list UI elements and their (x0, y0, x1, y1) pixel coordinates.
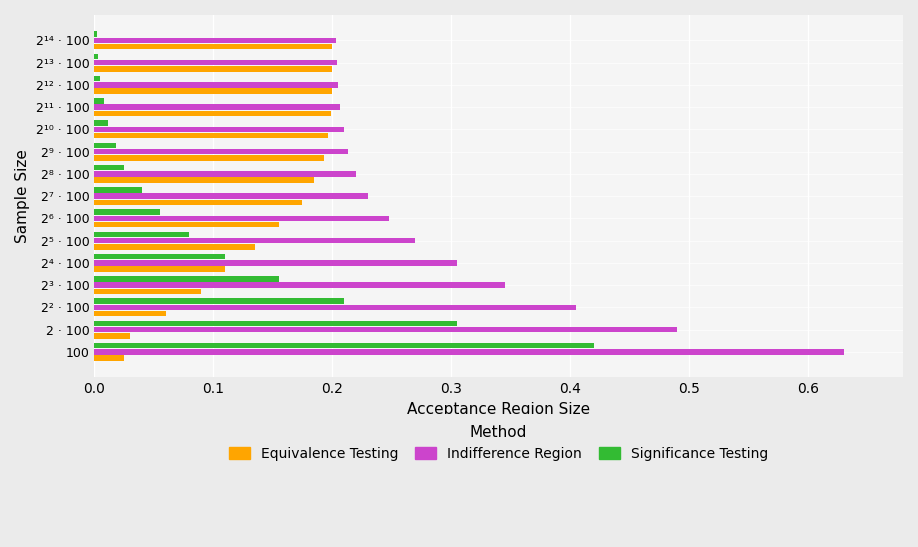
Bar (95, 165, 124, 171)
Bar (95, 66, 332, 72)
Bar (95, 254, 225, 259)
Bar (95, 110, 330, 116)
Bar (95, 120, 108, 126)
Bar (95, 327, 677, 333)
Bar (95, 222, 278, 228)
Bar (95, 210, 160, 215)
Bar (95, 305, 576, 310)
Y-axis label: Sample Size: Sample Size (15, 149, 30, 243)
X-axis label: Acceptance Region Size: Acceptance Region Size (407, 401, 590, 417)
Bar (95, 298, 344, 304)
Bar (95, 149, 348, 154)
Bar (95, 104, 341, 110)
Bar (95, 171, 356, 177)
Bar (95, 177, 314, 183)
Bar (95, 260, 457, 266)
Bar (95, 349, 844, 354)
Bar (95, 193, 368, 199)
Bar (95, 282, 505, 288)
Bar (95, 76, 100, 82)
Bar (95, 355, 124, 361)
Bar (95, 89, 332, 94)
Bar (95, 98, 104, 104)
Bar (95, 127, 344, 132)
Bar (95, 38, 336, 43)
Bar (95, 288, 201, 294)
Bar (95, 333, 129, 339)
Bar (95, 60, 337, 66)
Bar (95, 143, 116, 148)
Bar (95, 44, 332, 49)
Bar (95, 200, 302, 205)
Bar (95, 82, 338, 88)
Bar (95, 32, 96, 37)
Bar (95, 216, 389, 221)
Bar (95, 266, 225, 272)
Bar (95, 231, 189, 237)
Bar (95, 343, 594, 348)
Bar (95, 155, 324, 161)
Bar (95, 244, 254, 249)
Bar (95, 311, 165, 316)
Bar (95, 133, 329, 138)
Bar (95, 238, 415, 243)
Bar (95, 54, 97, 59)
Bar (95, 276, 278, 282)
Bar (95, 187, 141, 193)
Bar (95, 321, 457, 326)
Legend: Equivalence Testing, Indifference Region, Significance Testing: Equivalence Testing, Indifference Region… (218, 414, 779, 472)
